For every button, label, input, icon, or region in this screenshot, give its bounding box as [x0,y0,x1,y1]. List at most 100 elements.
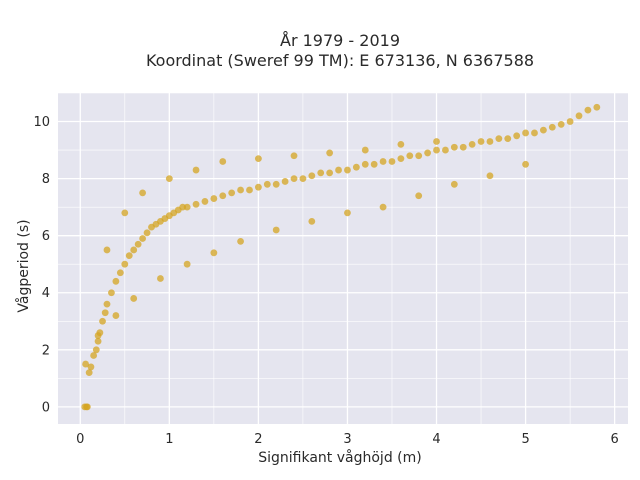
data-point [397,140,405,148]
data-point [130,295,138,302]
data-point [165,175,173,183]
data-point [201,198,209,205]
data-point [459,143,467,151]
x-tick-label: 4 [432,432,440,447]
y-tick-label: 8 [42,172,50,187]
data-point [415,192,423,200]
y-axis-label: Vågperiod (s) [15,219,32,312]
data-point [87,363,95,371]
data-point [290,175,298,183]
data-point [539,126,547,134]
data-points [81,103,601,411]
y-tick-label: 0 [42,400,50,415]
data-point [450,143,458,151]
data-point [246,186,253,194]
data-point [388,158,396,165]
data-point [308,218,316,225]
data-point [344,166,351,174]
plot-area [58,93,628,424]
data-point [531,129,538,137]
x-tick-label: 6 [611,432,619,447]
data-point [299,175,307,183]
data-point [90,352,98,359]
data-point [575,112,583,120]
data-point [139,235,147,242]
data-point [486,172,494,180]
data-point [379,158,387,165]
data-point [495,135,503,143]
x-tick-label: 3 [343,432,351,447]
data-point [183,260,191,268]
grid [58,92,628,424]
data-point [116,269,124,277]
data-point [219,158,227,165]
data-point [210,195,218,202]
data-point [103,300,111,308]
data-point [254,183,262,191]
data-point [237,186,244,194]
y-tick-label: 2 [42,343,50,358]
data-point [584,106,592,114]
x-tick-label: 2 [254,432,262,447]
data-point [326,169,334,177]
data-point [406,152,414,160]
data-point [263,180,271,188]
chart-title-line-1: År 1979 - 2019 [280,31,400,50]
data-point [424,149,432,157]
y-tick-label: 4 [42,286,50,301]
data-point [108,289,115,297]
data-point [101,309,109,317]
data-point [139,189,147,197]
data-point [486,138,494,145]
y-axis-ticks: 0 2 4 6 8 10 [33,115,50,415]
data-point [308,172,316,180]
data-point [219,192,227,200]
data-point [361,146,369,154]
chart-title-line-2: Koordinat (Sweref 99 TM): E 673136, N 63… [146,51,534,70]
data-point [134,240,142,248]
data-point [228,189,236,197]
data-point [344,209,351,217]
data-point [112,312,120,319]
data-point [83,403,91,411]
data-point [183,203,191,211]
data-point [112,277,120,285]
data-point [125,252,133,260]
x-axis-ticks: 0 1 2 3 4 5 6 [76,432,619,447]
data-point [281,178,289,185]
data-point [121,260,129,268]
data-point [557,120,565,128]
data-point [192,166,200,174]
data-point [450,180,458,188]
data-point [548,123,556,131]
data-point [103,246,111,254]
data-point [92,346,100,354]
data-point [566,118,574,125]
data-point [326,149,334,157]
x-tick-label: 5 [521,432,529,447]
data-point [477,138,485,145]
data-point [210,249,218,257]
data-point [317,169,325,177]
data-point [94,337,102,345]
data-point [272,226,280,234]
data-point [379,203,387,211]
data-point [121,209,129,217]
data-point [593,103,601,111]
data-point [143,229,151,237]
data-point [415,152,423,160]
data-point [433,138,440,145]
data-point [192,200,200,208]
data-point [361,160,369,168]
data-point [290,152,298,160]
data-point [94,332,102,339]
data-point [237,237,244,245]
data-point [254,155,262,163]
x-axis-label: Signifikant våghöjd (m) [258,449,421,466]
data-point [370,160,378,168]
data-point [433,146,440,154]
data-point [272,180,280,188]
y-tick-label: 6 [42,229,50,244]
data-point [468,140,476,148]
